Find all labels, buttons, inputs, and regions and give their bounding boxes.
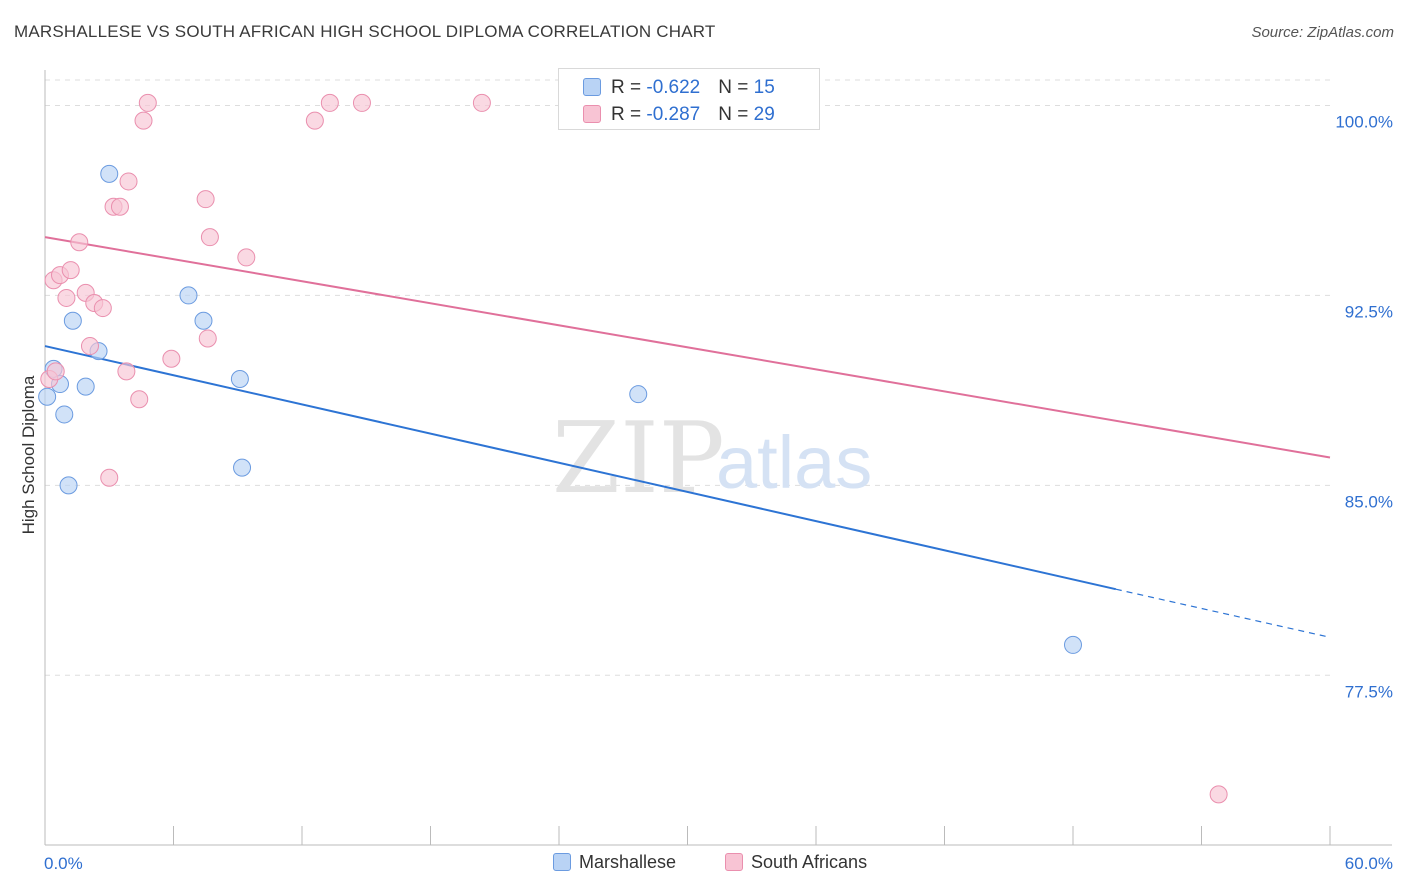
legend-label: South Africans — [751, 852, 868, 872]
south-africans-point — [198, 329, 217, 348]
south-africans-point — [472, 93, 491, 112]
y-tick-label: 100.0% — [1335, 112, 1393, 131]
south-africans-point — [61, 261, 80, 280]
legend-n-label: N = — [718, 77, 754, 98]
legend-r-value: -0.622 — [646, 77, 701, 98]
south-africans-point — [110, 197, 129, 216]
south-africans-point — [200, 228, 219, 247]
legend-n-value: 29 — [753, 104, 775, 125]
south-africans-point — [305, 111, 324, 130]
y-axis-label: High School Diploma — [19, 375, 38, 534]
y-tick-label: 92.5% — [1345, 302, 1393, 321]
bottom-legend-south-africans: South Africans — [725, 852, 867, 873]
south-africans-point — [57, 288, 76, 307]
marshallese-point — [179, 286, 198, 305]
marshallese-point — [63, 311, 82, 330]
watermark-zip: ZIP — [552, 402, 725, 516]
legend-r-value: -0.287 — [646, 104, 701, 125]
legend-row-south-africans: R = -0.287 N = 29 — [583, 104, 775, 126]
legend-swatch-blue — [553, 853, 571, 871]
south-africans-point — [70, 233, 89, 252]
legend-swatch-pink — [583, 105, 601, 123]
marshallese-point — [629, 385, 648, 404]
south-africans-point — [100, 468, 119, 487]
marshallese-point — [38, 387, 57, 406]
south-africans-point — [352, 93, 371, 112]
south-africans-point — [80, 337, 99, 356]
south-africans-point — [320, 93, 339, 112]
marshallese-point — [233, 458, 252, 477]
south-africans-point — [237, 248, 256, 267]
chart-title: MARSHALLESE VS SOUTH AFRICAN HIGH SCHOOL… — [14, 22, 716, 41]
south-africans-point — [1209, 785, 1228, 804]
legend-r-label: R = — [611, 77, 647, 98]
source-label: Source: ZipAtlas.com — [1251, 24, 1394, 41]
legend-n-label: N = — [718, 104, 754, 125]
south-africans-point — [46, 362, 65, 381]
south-africans-point — [138, 93, 157, 112]
marshallese-point — [59, 476, 78, 495]
south-africans-point — [117, 362, 136, 381]
legend-swatch-blue — [583, 78, 601, 96]
marshallese-point — [76, 377, 95, 396]
y-tick-label: 77.5% — [1345, 682, 1393, 701]
south-africans-point — [162, 349, 181, 368]
south-africans-trend-line — [44, 236, 1331, 459]
legend-row-marshallese: R = -0.622 N = 15 — [583, 77, 775, 99]
x-tick-label: 60.0% — [1345, 854, 1393, 873]
marshallese-trend-extension — [1115, 588, 1331, 638]
marshallese-point — [55, 405, 74, 424]
south-africans-point — [196, 190, 215, 209]
south-africans-point — [134, 111, 153, 130]
marshallese-point — [194, 311, 213, 330]
marshallese-point — [100, 164, 119, 183]
legend-swatch-pink — [725, 853, 743, 871]
south-africans-point — [119, 172, 138, 191]
correlation-legend: R = -0.622 N = 15 R = -0.287 N = 29 — [558, 68, 820, 130]
south-africans-point — [93, 299, 112, 318]
legend-r-label: R = — [611, 104, 647, 125]
legend-n-value: 15 — [753, 77, 775, 98]
south-africans-point — [130, 390, 149, 409]
marshallese-point — [1064, 635, 1082, 654]
marshallese-point — [230, 369, 249, 388]
watermark-atlas: atlas — [716, 421, 872, 504]
x-tick-label: 0.0% — [44, 854, 83, 873]
legend-label: Marshallese — [579, 852, 677, 872]
bottom-legend-marshallese: Marshallese — [553, 852, 676, 873]
marshallese-trend-line — [44, 345, 1117, 591]
y-tick-label: 85.0% — [1345, 492, 1393, 511]
